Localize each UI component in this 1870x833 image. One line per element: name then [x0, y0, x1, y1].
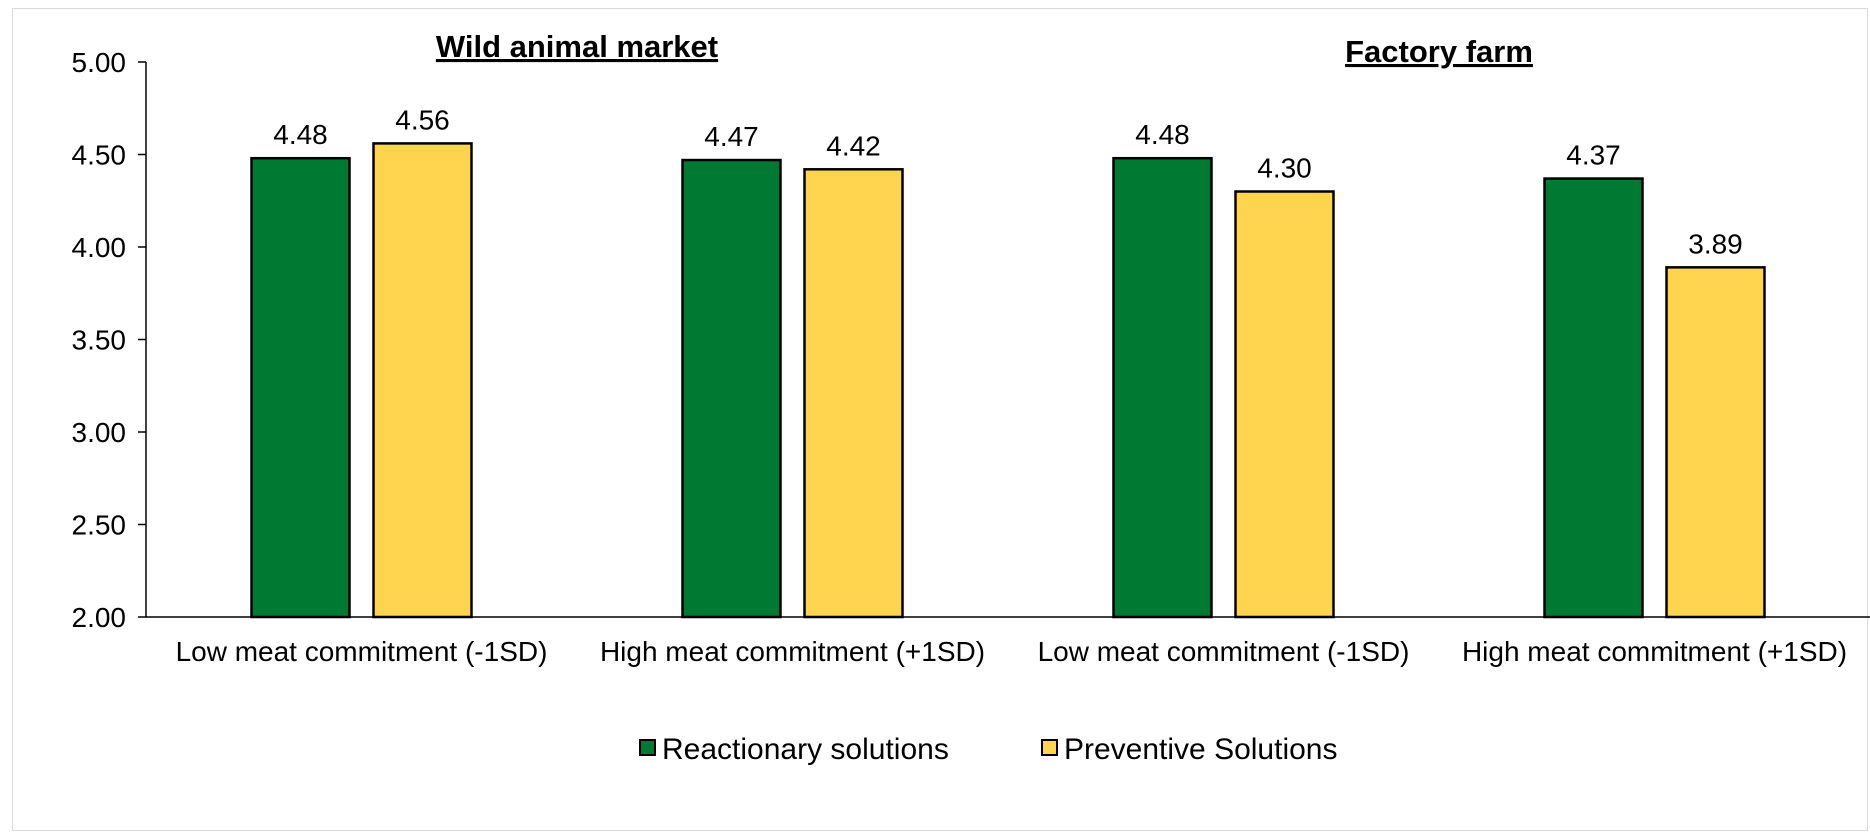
y-tick-label: 2.00 [72, 602, 127, 633]
data-label: 3.89 [1688, 228, 1743, 259]
y-tick-label: 4.50 [72, 140, 127, 171]
legend-label: Reactionary solutions [662, 733, 949, 766]
data-label: 4.30 [1257, 153, 1312, 184]
legend-swatch [639, 739, 656, 756]
y-tick-label: 2.50 [72, 510, 127, 541]
data-label: 4.48 [273, 119, 328, 150]
data-label: 4.37 [1566, 140, 1621, 171]
chart-frame [12, 8, 1868, 831]
y-tick-label: 5.00 [72, 47, 127, 78]
y-tick-label: 3.50 [72, 325, 127, 356]
y-tick-label: 4.00 [72, 232, 127, 263]
legend-label: Preventive Solutions [1064, 733, 1338, 766]
bar [1543, 177, 1644, 619]
data-label: 4.42 [826, 130, 881, 161]
x-tick-label: High meat commitment (+1SD) [1462, 636, 1847, 667]
y-tick-label: 3.00 [72, 417, 127, 448]
x-tick-label: Low meat commitment (-1SD) [1038, 636, 1410, 667]
bar [1112, 156, 1213, 619]
bar [1234, 190, 1335, 619]
panel-title: Factory farm [1345, 34, 1533, 69]
x-tick-label: High meat commitment (+1SD) [600, 636, 985, 667]
data-label: 4.48 [1135, 119, 1190, 150]
data-label: 4.56 [395, 104, 450, 135]
data-label: 4.47 [704, 121, 759, 152]
bar [803, 168, 904, 619]
x-tick-label: Low meat commitment (-1SD) [176, 636, 548, 667]
bar [372, 142, 473, 619]
panel-title: Wild animal market [436, 29, 718, 64]
bar [1665, 266, 1766, 619]
bar [250, 156, 351, 619]
bar [681, 158, 782, 619]
legend-swatch [1041, 739, 1058, 756]
